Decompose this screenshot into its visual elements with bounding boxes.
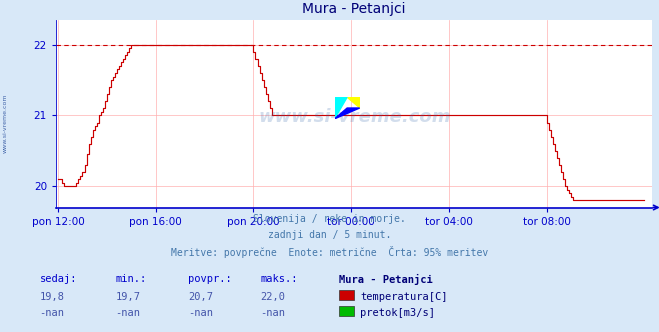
Title: Mura - Petanjci: Mura - Petanjci	[302, 2, 406, 16]
Text: pretok[m3/s]: pretok[m3/s]	[360, 308, 436, 318]
Text: www.si-vreme.com: www.si-vreme.com	[258, 109, 451, 126]
Text: 22,0: 22,0	[260, 292, 285, 302]
Text: -nan: -nan	[115, 308, 140, 318]
Polygon shape	[347, 97, 360, 108]
Text: zadnji dan / 5 minut.: zadnji dan / 5 minut.	[268, 230, 391, 240]
Polygon shape	[335, 108, 360, 119]
Text: Slovenija / reke in morje.: Slovenija / reke in morje.	[253, 214, 406, 224]
Text: temperatura[C]: temperatura[C]	[360, 292, 448, 302]
Text: maks.:: maks.:	[260, 274, 298, 284]
Polygon shape	[335, 97, 347, 119]
Text: sedaj:: sedaj:	[40, 274, 77, 284]
Text: -nan: -nan	[188, 308, 213, 318]
Text: www.si-vreme.com: www.si-vreme.com	[3, 93, 8, 153]
Text: -nan: -nan	[260, 308, 285, 318]
Text: 19,7: 19,7	[115, 292, 140, 302]
Text: Meritve: povprečne  Enote: metrične  Črta: 95% meritev: Meritve: povprečne Enote: metrične Črta:…	[171, 246, 488, 258]
Text: -nan: -nan	[40, 308, 65, 318]
Text: povpr.:: povpr.:	[188, 274, 231, 284]
Text: 19,8: 19,8	[40, 292, 65, 302]
Text: 20,7: 20,7	[188, 292, 213, 302]
Text: Mura - Petanjci: Mura - Petanjci	[339, 274, 433, 285]
Text: min.:: min.:	[115, 274, 146, 284]
